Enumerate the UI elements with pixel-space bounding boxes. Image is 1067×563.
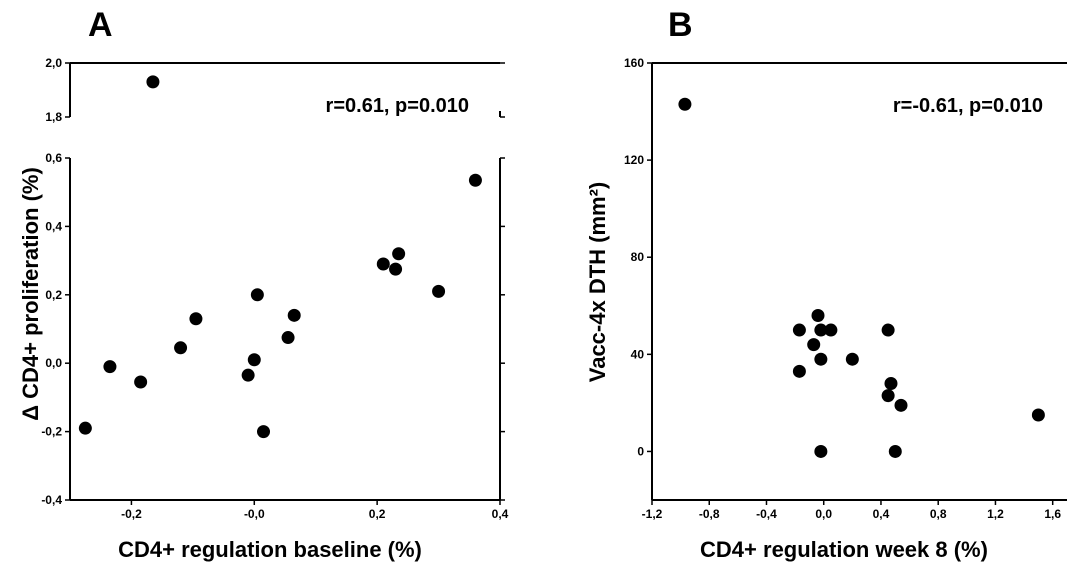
panel-letter-b: B: [668, 6, 693, 44]
data-point-b: [814, 444, 828, 458]
data-point-b: [888, 444, 902, 458]
data-point-a: [432, 284, 446, 298]
data-point-a: [78, 421, 92, 435]
data-point-a: [250, 288, 264, 302]
data-point-b: [678, 97, 692, 111]
data-point-b: [1031, 408, 1045, 422]
panel-a: A CD4+ regulation baseline (%) Δ CD4+ pr…: [18, 6, 509, 562]
y-tick-label-b: 160: [624, 56, 644, 70]
y-tick-label-b: 40: [631, 347, 645, 361]
y-axis-label-a: Δ CD4+ proliferation (%): [18, 167, 43, 421]
data-point-b: [814, 352, 828, 366]
x-tick-label-b: -1,2: [642, 507, 663, 521]
data-point-a: [392, 247, 406, 261]
x-tick-label-a: -0,2: [121, 507, 142, 521]
y-tick-label-a: 0,2: [45, 288, 62, 302]
x-tick-label-b: -0,8: [699, 507, 720, 521]
x-tick-label-b: 0,8: [930, 507, 947, 521]
correlation-annotation-b: r=-0.61, p=0.010: [893, 95, 1043, 117]
data-point-a: [287, 308, 301, 322]
x-axis-label-a: CD4+ regulation baseline (%): [118, 537, 422, 562]
data-point-b: [894, 398, 908, 412]
data-point-b: [845, 352, 859, 366]
y-axis-label-b: Vacc-4x DTH (mm²): [585, 182, 610, 383]
x-tick-label-b: -0,4: [756, 507, 777, 521]
data-point-b: [884, 376, 898, 390]
correlation-annotation-a: r=0.61, p=0.010: [326, 95, 469, 117]
data-point-a: [389, 262, 403, 276]
data-point-a: [174, 341, 188, 355]
x-tick-label-a: 0,2: [369, 507, 386, 521]
y-tick-label-a: 0,0: [45, 356, 62, 370]
data-point-a: [103, 360, 117, 374]
panel-letter-a: A: [88, 6, 113, 44]
x-axis-label-b: CD4+ regulation week 8 (%): [700, 537, 988, 562]
y-tick-label-b: 80: [631, 250, 645, 264]
data-point-a: [257, 425, 270, 439]
y-tick-label-b: 0: [637, 444, 644, 458]
data-point-b: [811, 308, 825, 322]
x-tick-label-b: 0,0: [815, 507, 832, 521]
data-point-a: [134, 375, 148, 389]
x-tick-label-a: -0,0: [244, 507, 265, 521]
data-point-b: [807, 338, 821, 352]
y-tick-label-a: -0,4: [41, 493, 62, 507]
data-point-b: [792, 323, 806, 337]
y-tick-label-upper-a: 1,8: [45, 110, 62, 124]
x-tick-label-a: 0,4: [492, 507, 509, 521]
data-point-a: [146, 75, 160, 89]
data-point-a: [468, 173, 482, 187]
x-tick-label-b: 1,2: [987, 507, 1004, 521]
data-point-a: [281, 331, 295, 345]
data-point-b: [824, 323, 838, 337]
data-point-a: [247, 353, 261, 367]
y-tick-label-b: 120: [624, 153, 644, 167]
y-tick-label-a: 0,6: [45, 151, 62, 165]
data-point-a: [189, 312, 203, 326]
data-point-b: [881, 389, 895, 403]
data-point-b: [881, 323, 895, 337]
data-point-b: [814, 323, 828, 337]
data-point-b: [792, 364, 806, 378]
x-tick-label-b: 0,4: [873, 507, 890, 521]
y-tick-label-upper-a: 2,0: [45, 56, 62, 70]
x-tick-label-b: 1,6: [1044, 507, 1061, 521]
y-tick-label-a: 0,4: [45, 219, 62, 233]
data-point-a: [376, 257, 390, 271]
panel-b: B CD4+ regulation week 8 (%) Vacc-4x DTH…: [585, 6, 1067, 562]
y-tick-label-a: -0,2: [41, 425, 62, 439]
data-point-a: [241, 368, 255, 382]
